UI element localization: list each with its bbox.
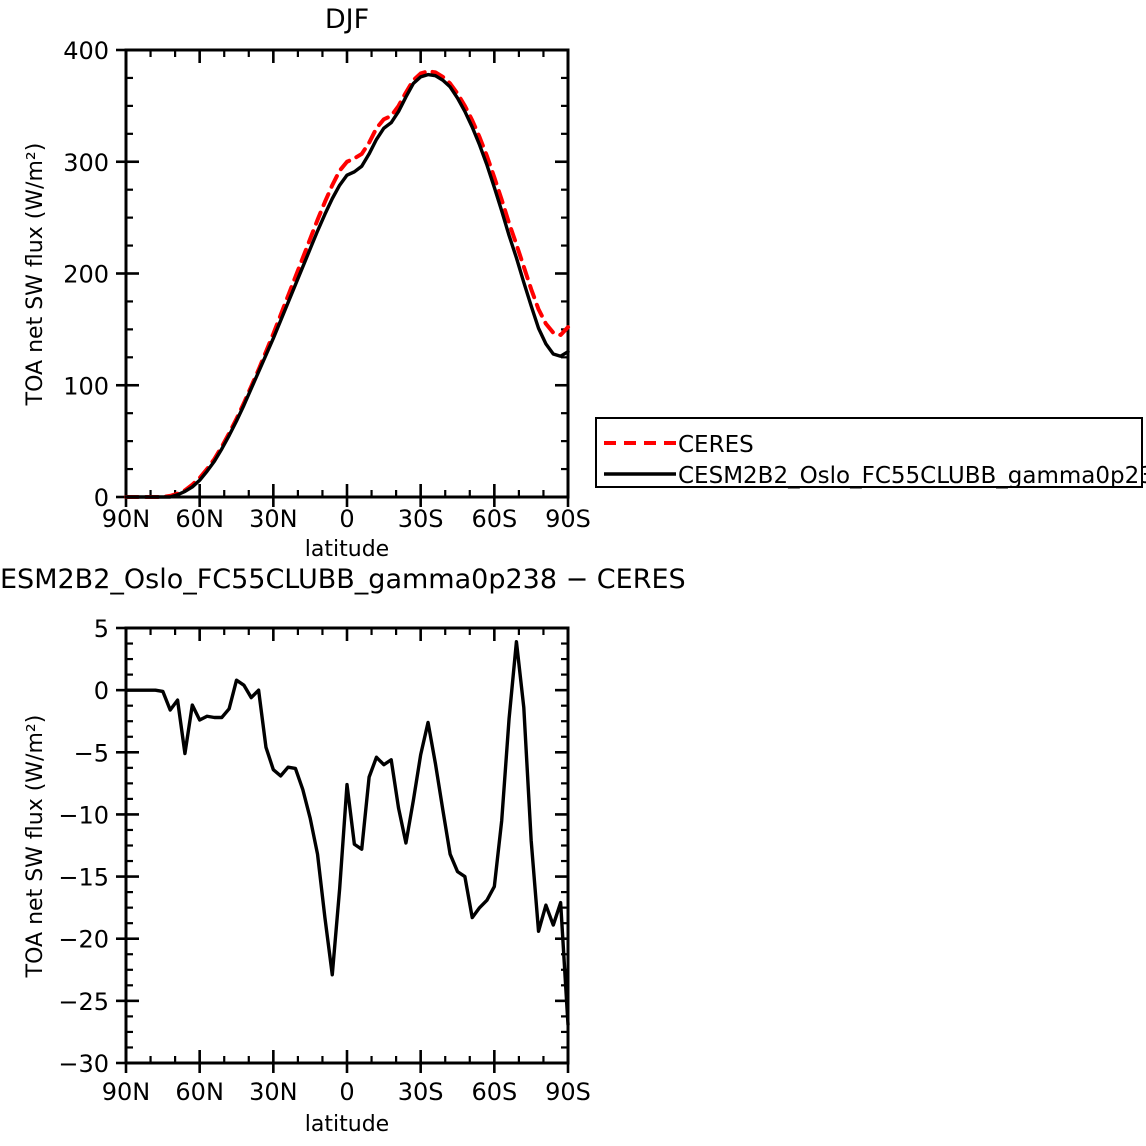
legend-label: CERES	[678, 432, 754, 458]
x-tick-label: 60N	[175, 1078, 224, 1106]
x-tick-label: 30N	[249, 505, 298, 533]
bottom-panel-title: ESM2B2_Oslo_FC55CLUBB_gamma0p238 − CERES	[0, 564, 686, 595]
y-tick-label: 300	[63, 149, 109, 177]
top-panel-ticks	[116, 48, 570, 507]
legend: CERES CESM2B2_Oslo_FC55CLUBB_gamma0p238	[595, 417, 1146, 489]
x-tick-label: 0	[339, 1078, 354, 1106]
x-tick-label: 30N	[249, 1078, 298, 1106]
x-tick-label: 90S	[545, 505, 591, 533]
y-tick-label: 100	[63, 372, 109, 400]
top-panel-title: DJF	[325, 4, 369, 35]
x-tick-label: 90N	[102, 1078, 151, 1106]
x-tick-label: 60S	[471, 1078, 517, 1106]
top-panel-tick-labels: 90N 60N 30N 0 30S 60S 90S 0 100 200 300 400	[63, 37, 591, 533]
y-tick-label: −20	[58, 926, 109, 954]
legend-label: CESM2B2_Oslo_FC55CLUBB_gamma0p238	[678, 463, 1146, 489]
x-tick-label: 60S	[471, 505, 517, 533]
y-tick-label: 5	[94, 615, 109, 643]
x-tick-label: 90S	[545, 1078, 591, 1106]
series-line	[124, 72, 570, 499]
x-tick-label: 0	[339, 505, 354, 533]
legend-box	[595, 417, 1143, 488]
x-tick-label: 60N	[175, 505, 224, 533]
top-panel-xlabel: latitude	[305, 537, 389, 562]
y-tick-label: −15	[58, 864, 109, 892]
bottom-panel-series	[124, 639, 570, 1027]
y-tick-label: 0	[94, 677, 109, 705]
y-tick-label: −30	[58, 1050, 109, 1078]
x-tick-label: 90N	[102, 505, 151, 533]
y-tick-label: 400	[63, 37, 109, 65]
series-line	[124, 639, 570, 1027]
legend-items: CERES CESM2B2_Oslo_FC55CLUBB_gamma0p238	[604, 432, 1146, 489]
series-line	[124, 69, 570, 499]
top-panel-series	[124, 69, 570, 499]
bottom-panel-xlabel: latitude	[305, 1112, 389, 1137]
top-panel-ylabel: TOA net SW flux (W/m²)	[23, 143, 48, 407]
y-tick-label: 0	[94, 484, 109, 512]
bottom-panel-tick-labels: 90N 60N 30N 0 30S 60S 90S 5 0 −5 −10 −15 −20 −25 −30	[58, 615, 591, 1106]
y-tick-label: −25	[58, 988, 109, 1016]
x-tick-label: 30S	[398, 505, 444, 533]
x-tick-label: 30S	[398, 1078, 444, 1106]
bottom-panel: ESM2B2_Oslo_FC55CLUBB_gamma0p238 − CERES…	[0, 564, 686, 1137]
bottom-panel-frame	[124, 626, 570, 1065]
bottom-panel-ylabel: TOA net SW flux (W/m²)	[23, 715, 48, 979]
y-tick-label: −10	[58, 801, 109, 829]
top-panel-ylabel-group: TOA net SW flux (W/m²)	[23, 143, 48, 407]
bottom-panel-ylabel-group: TOA net SW flux (W/m²)	[23, 715, 48, 979]
y-tick-label: 200	[63, 261, 109, 289]
y-tick-label: −5	[74, 739, 109, 767]
top-panel: DJF TOA net SW flux (W/m²) latitude 90N 6…	[23, 4, 591, 562]
top-panel-frame	[124, 48, 570, 499]
